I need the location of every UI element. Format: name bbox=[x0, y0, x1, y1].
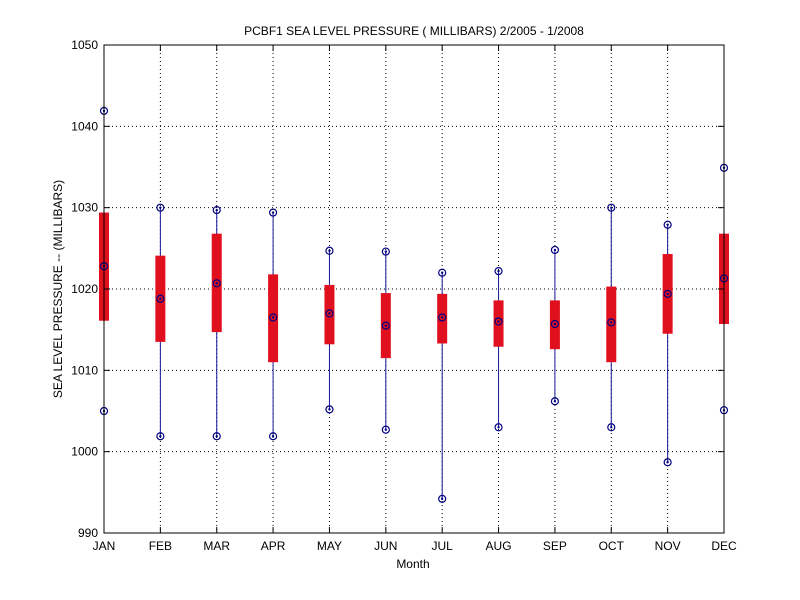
median-dot-nov bbox=[666, 292, 669, 296]
min-marker-aug bbox=[494, 423, 503, 432]
y-axis-label: SEA LEVEL PRESSURE -- (MILLIBARS) bbox=[51, 180, 65, 398]
median-marker-may bbox=[325, 309, 334, 318]
min-marker-feb bbox=[156, 432, 165, 441]
median-marker-mar bbox=[212, 279, 221, 288]
x-tick-label-oct: OCT bbox=[599, 539, 625, 553]
median-dot-sep bbox=[553, 322, 557, 326]
min-dot-apr bbox=[271, 435, 275, 438]
min-marker-jun bbox=[381, 425, 390, 434]
max-marker-nov bbox=[663, 220, 672, 229]
box-aug bbox=[493, 300, 504, 347]
y-tick-label: 990 bbox=[78, 526, 98, 540]
max-marker-may bbox=[325, 246, 334, 255]
max-dot-jul bbox=[440, 271, 444, 274]
max-marker-aug bbox=[494, 267, 503, 276]
max-dot-nov bbox=[666, 223, 669, 226]
max-dot-sep bbox=[553, 248, 557, 252]
x-tick-label-dec: DEC bbox=[711, 539, 737, 553]
max-marker-jun bbox=[381, 247, 390, 256]
min-dot-may bbox=[328, 408, 331, 411]
max-marker-sep bbox=[550, 245, 560, 255]
y-tick-label: 1050 bbox=[71, 38, 98, 52]
min-marker-may bbox=[325, 405, 334, 414]
min-dot-jun bbox=[384, 428, 388, 431]
max-dot-aug bbox=[497, 269, 500, 273]
median-marker-jun bbox=[381, 321, 390, 330]
median-dot-oct bbox=[610, 321, 613, 324]
min-dot-oct bbox=[610, 426, 613, 429]
max-dot-oct bbox=[610, 206, 613, 209]
min-marker-jul bbox=[438, 494, 447, 503]
box-may bbox=[324, 284, 335, 345]
min-marker-oct bbox=[607, 423, 616, 432]
median-dot-may bbox=[328, 312, 331, 315]
x-tick-label-jul: JUL bbox=[432, 539, 454, 553]
min-dot-aug bbox=[497, 426, 500, 429]
x-tick-label-sep: SEP bbox=[543, 539, 567, 553]
min-dot-mar bbox=[215, 435, 218, 438]
x-tick-label-nov: NOV bbox=[655, 539, 681, 553]
min-dot-sep bbox=[553, 400, 557, 403]
median-marker-nov bbox=[663, 289, 672, 298]
median-dot-jun bbox=[384, 324, 388, 327]
box-jul bbox=[437, 293, 448, 344]
median-marker-feb bbox=[156, 294, 165, 303]
min-marker-apr bbox=[268, 432, 278, 441]
median-dot-feb bbox=[159, 297, 162, 300]
median-dot-aug bbox=[497, 320, 500, 323]
x-tick-label-mar: MAR bbox=[203, 539, 230, 553]
median-marker-oct bbox=[607, 318, 616, 327]
max-dot-jun bbox=[384, 250, 388, 253]
box-oct bbox=[606, 286, 617, 363]
x-tick-label-apr: APR bbox=[261, 539, 286, 553]
y-tick-label: 1040 bbox=[71, 119, 98, 133]
max-dot-feb bbox=[159, 206, 162, 209]
median-dot-jul bbox=[440, 316, 444, 319]
min-marker-sep bbox=[550, 397, 560, 406]
min-dot-jul bbox=[440, 497, 444, 501]
y-tick-label: 1020 bbox=[71, 282, 98, 296]
min-dot-feb bbox=[159, 435, 162, 438]
max-dot-mar bbox=[215, 208, 218, 212]
median-dot-apr bbox=[271, 316, 275, 319]
x-tick-label-may: MAY bbox=[317, 539, 342, 553]
x-axis-label: Month bbox=[396, 557, 429, 571]
y-tick-label: 1000 bbox=[71, 445, 98, 459]
y-tick-label: 1010 bbox=[71, 363, 98, 377]
x-tick-label-jun: JUN bbox=[374, 539, 397, 553]
median-marker-aug bbox=[494, 317, 503, 326]
max-dot-may bbox=[328, 249, 331, 252]
max-marker-apr bbox=[268, 208, 278, 217]
median-marker-apr bbox=[268, 313, 278, 322]
median-dot-mar bbox=[215, 282, 218, 285]
x-tick-label-aug: AUG bbox=[486, 539, 512, 553]
max-marker-feb bbox=[156, 203, 165, 212]
min-dot-nov bbox=[666, 461, 669, 464]
x-tick-label-jan: JAN bbox=[93, 539, 116, 553]
chart-title: PCBF1 SEA LEVEL PRESSURE ( MILLIBARS) 2/… bbox=[244, 24, 584, 38]
y-tick-label: 1030 bbox=[71, 201, 98, 215]
min-marker-nov bbox=[663, 458, 672, 467]
median-marker-jul bbox=[438, 313, 447, 322]
max-marker-mar bbox=[212, 206, 221, 215]
tick-layer: 990 1000 1010 1020 1030 1040 1050 JAN FEB MAR APR M… bbox=[71, 38, 737, 553]
max-marker-jul bbox=[438, 268, 447, 277]
median-marker-sep bbox=[550, 319, 560, 329]
min-marker-mar bbox=[212, 432, 221, 441]
x-tick-label-feb: FEB bbox=[149, 539, 172, 553]
max-marker-oct bbox=[607, 203, 616, 212]
max-dot-apr bbox=[271, 211, 275, 214]
